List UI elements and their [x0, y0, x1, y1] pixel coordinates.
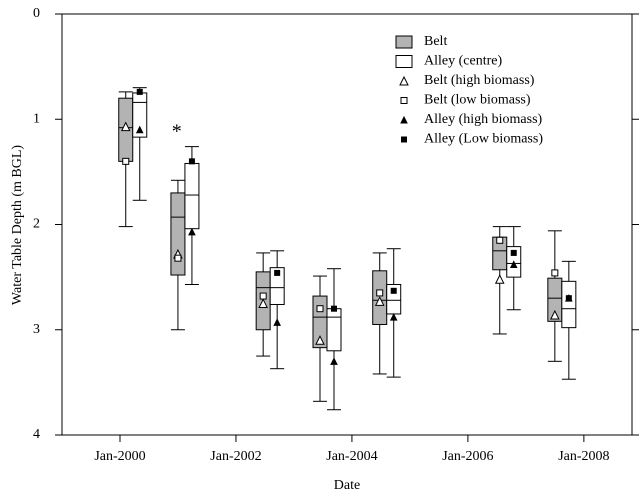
marker [188, 227, 196, 236]
marker [330, 357, 338, 365]
marker [550, 309, 560, 320]
marker [258, 298, 268, 308]
marker [188, 158, 195, 165]
legend-marker [399, 75, 409, 86]
marker [376, 289, 384, 297]
legend-marker [400, 115, 408, 124]
marker [273, 318, 281, 326]
x-tick-label: Jan-2000 [94, 449, 145, 464]
marker [316, 305, 324, 313]
y-tick-label: 0 [33, 6, 40, 21]
legend-label: Alley (Low biomass) [424, 132, 543, 147]
marker [494, 274, 505, 284]
marker [174, 254, 182, 262]
marker [136, 88, 143, 95]
legend-marker [400, 97, 408, 104]
marker [374, 296, 385, 306]
legend-swatch [395, 55, 413, 68]
legend-label: Belt (high biomass) [424, 73, 535, 88]
plot-frame [61, 13, 633, 436]
y-tick-label: 2 [33, 217, 40, 232]
legend-label: Alley (centre) [424, 54, 502, 69]
marker [330, 305, 337, 312]
box [170, 192, 186, 276]
legend-label: Alley (high biomass) [424, 112, 543, 127]
marker [565, 295, 572, 302]
box [184, 162, 200, 230]
annotation: * [172, 121, 182, 143]
marker [120, 121, 131, 132]
x-axis-label: Date [334, 478, 360, 493]
box [561, 280, 577, 329]
legend-swatch [395, 35, 413, 49]
legend-label: Belt (low biomass) [424, 93, 531, 108]
legend-label: Belt [424, 34, 447, 49]
marker [390, 287, 397, 294]
y-tick-label: 3 [33, 322, 40, 337]
marker [315, 335, 325, 345]
x-tick-label: Jan-2002 [210, 449, 261, 464]
y-axis-label: Water Table Depth (m BGL) [10, 145, 25, 305]
marker [510, 249, 517, 256]
box [269, 267, 285, 305]
y-tick-label: 1 [33, 111, 40, 126]
marker [551, 269, 559, 277]
x-tick-label: Jan-2004 [326, 449, 377, 464]
marker [496, 236, 504, 244]
y-tick-label: 4 [33, 427, 40, 442]
marker [509, 260, 518, 268]
legend-marker [401, 136, 407, 143]
marker [274, 269, 281, 276]
box [326, 308, 342, 352]
x-tick-label: Jan-2006 [442, 449, 493, 464]
marker [135, 125, 144, 134]
marker [122, 157, 130, 165]
marker [389, 313, 398, 321]
marker [259, 292, 267, 300]
x-tick-label: Jan-2008 [558, 449, 609, 464]
